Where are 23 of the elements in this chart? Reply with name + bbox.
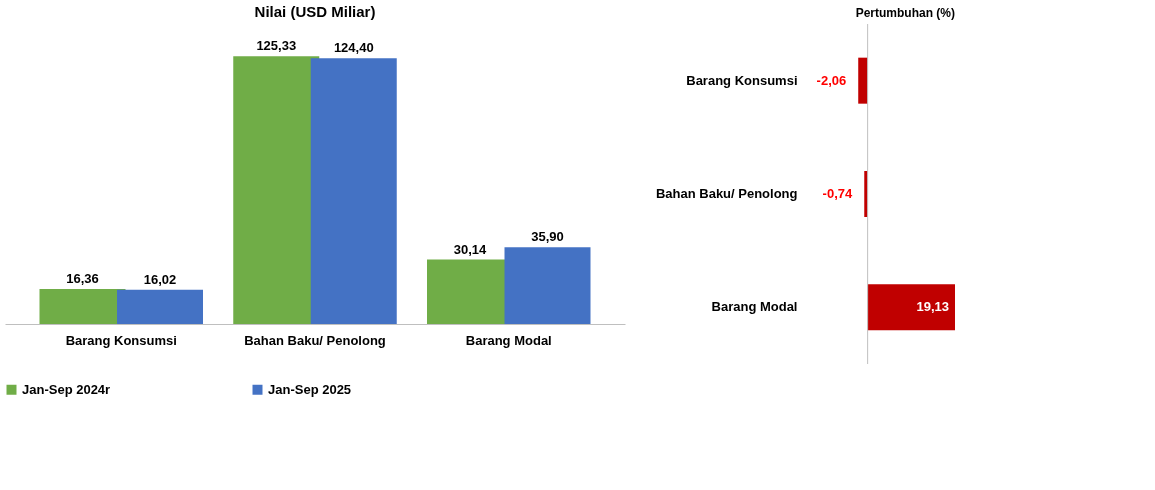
data-label: 19,13 (916, 299, 949, 315)
data-label: 125,33 (256, 38, 297, 54)
x-tick-label: Barang Konsumsi (65, 332, 177, 348)
legend-label: Jan-Sep 2024r (22, 381, 111, 397)
x-tick-label: Bahan Baku/ Penolong (244, 332, 386, 348)
legend-label: Jan-Sep 2025 (268, 381, 352, 397)
x-tick-label: Barang Modal (465, 332, 552, 348)
data-label: 35,90 (531, 229, 564, 245)
data-label: 124,40 (333, 40, 374, 56)
bar (310, 58, 397, 324)
data-label: -0,74 (822, 186, 854, 201)
y-tick-label: Barang Konsumsi (686, 72, 798, 88)
bar (39, 289, 126, 324)
chart-title: Pertumbuhan (%) (855, 5, 955, 20)
chart-title: Nilai (USD Miliar) (254, 3, 376, 20)
data-label: 16,36 (66, 271, 99, 287)
bar (117, 289, 203, 324)
data-label: 16,02 (143, 271, 177, 287)
data-label: -2,06 (816, 72, 847, 88)
y-tick-label: Bahan Baku/ Penolong (655, 186, 798, 201)
y-tick-label: Barang Modal (711, 299, 798, 315)
bar (504, 247, 591, 324)
data-label: 30,14 (453, 241, 488, 257)
